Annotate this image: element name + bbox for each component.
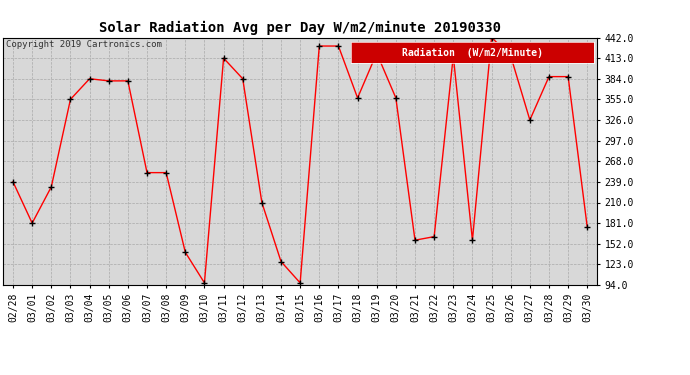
- Title: Solar Radiation Avg per Day W/m2/minute 20190330: Solar Radiation Avg per Day W/m2/minute …: [99, 21, 501, 35]
- Text: Copyright 2019 Cartronics.com: Copyright 2019 Cartronics.com: [6, 40, 161, 49]
